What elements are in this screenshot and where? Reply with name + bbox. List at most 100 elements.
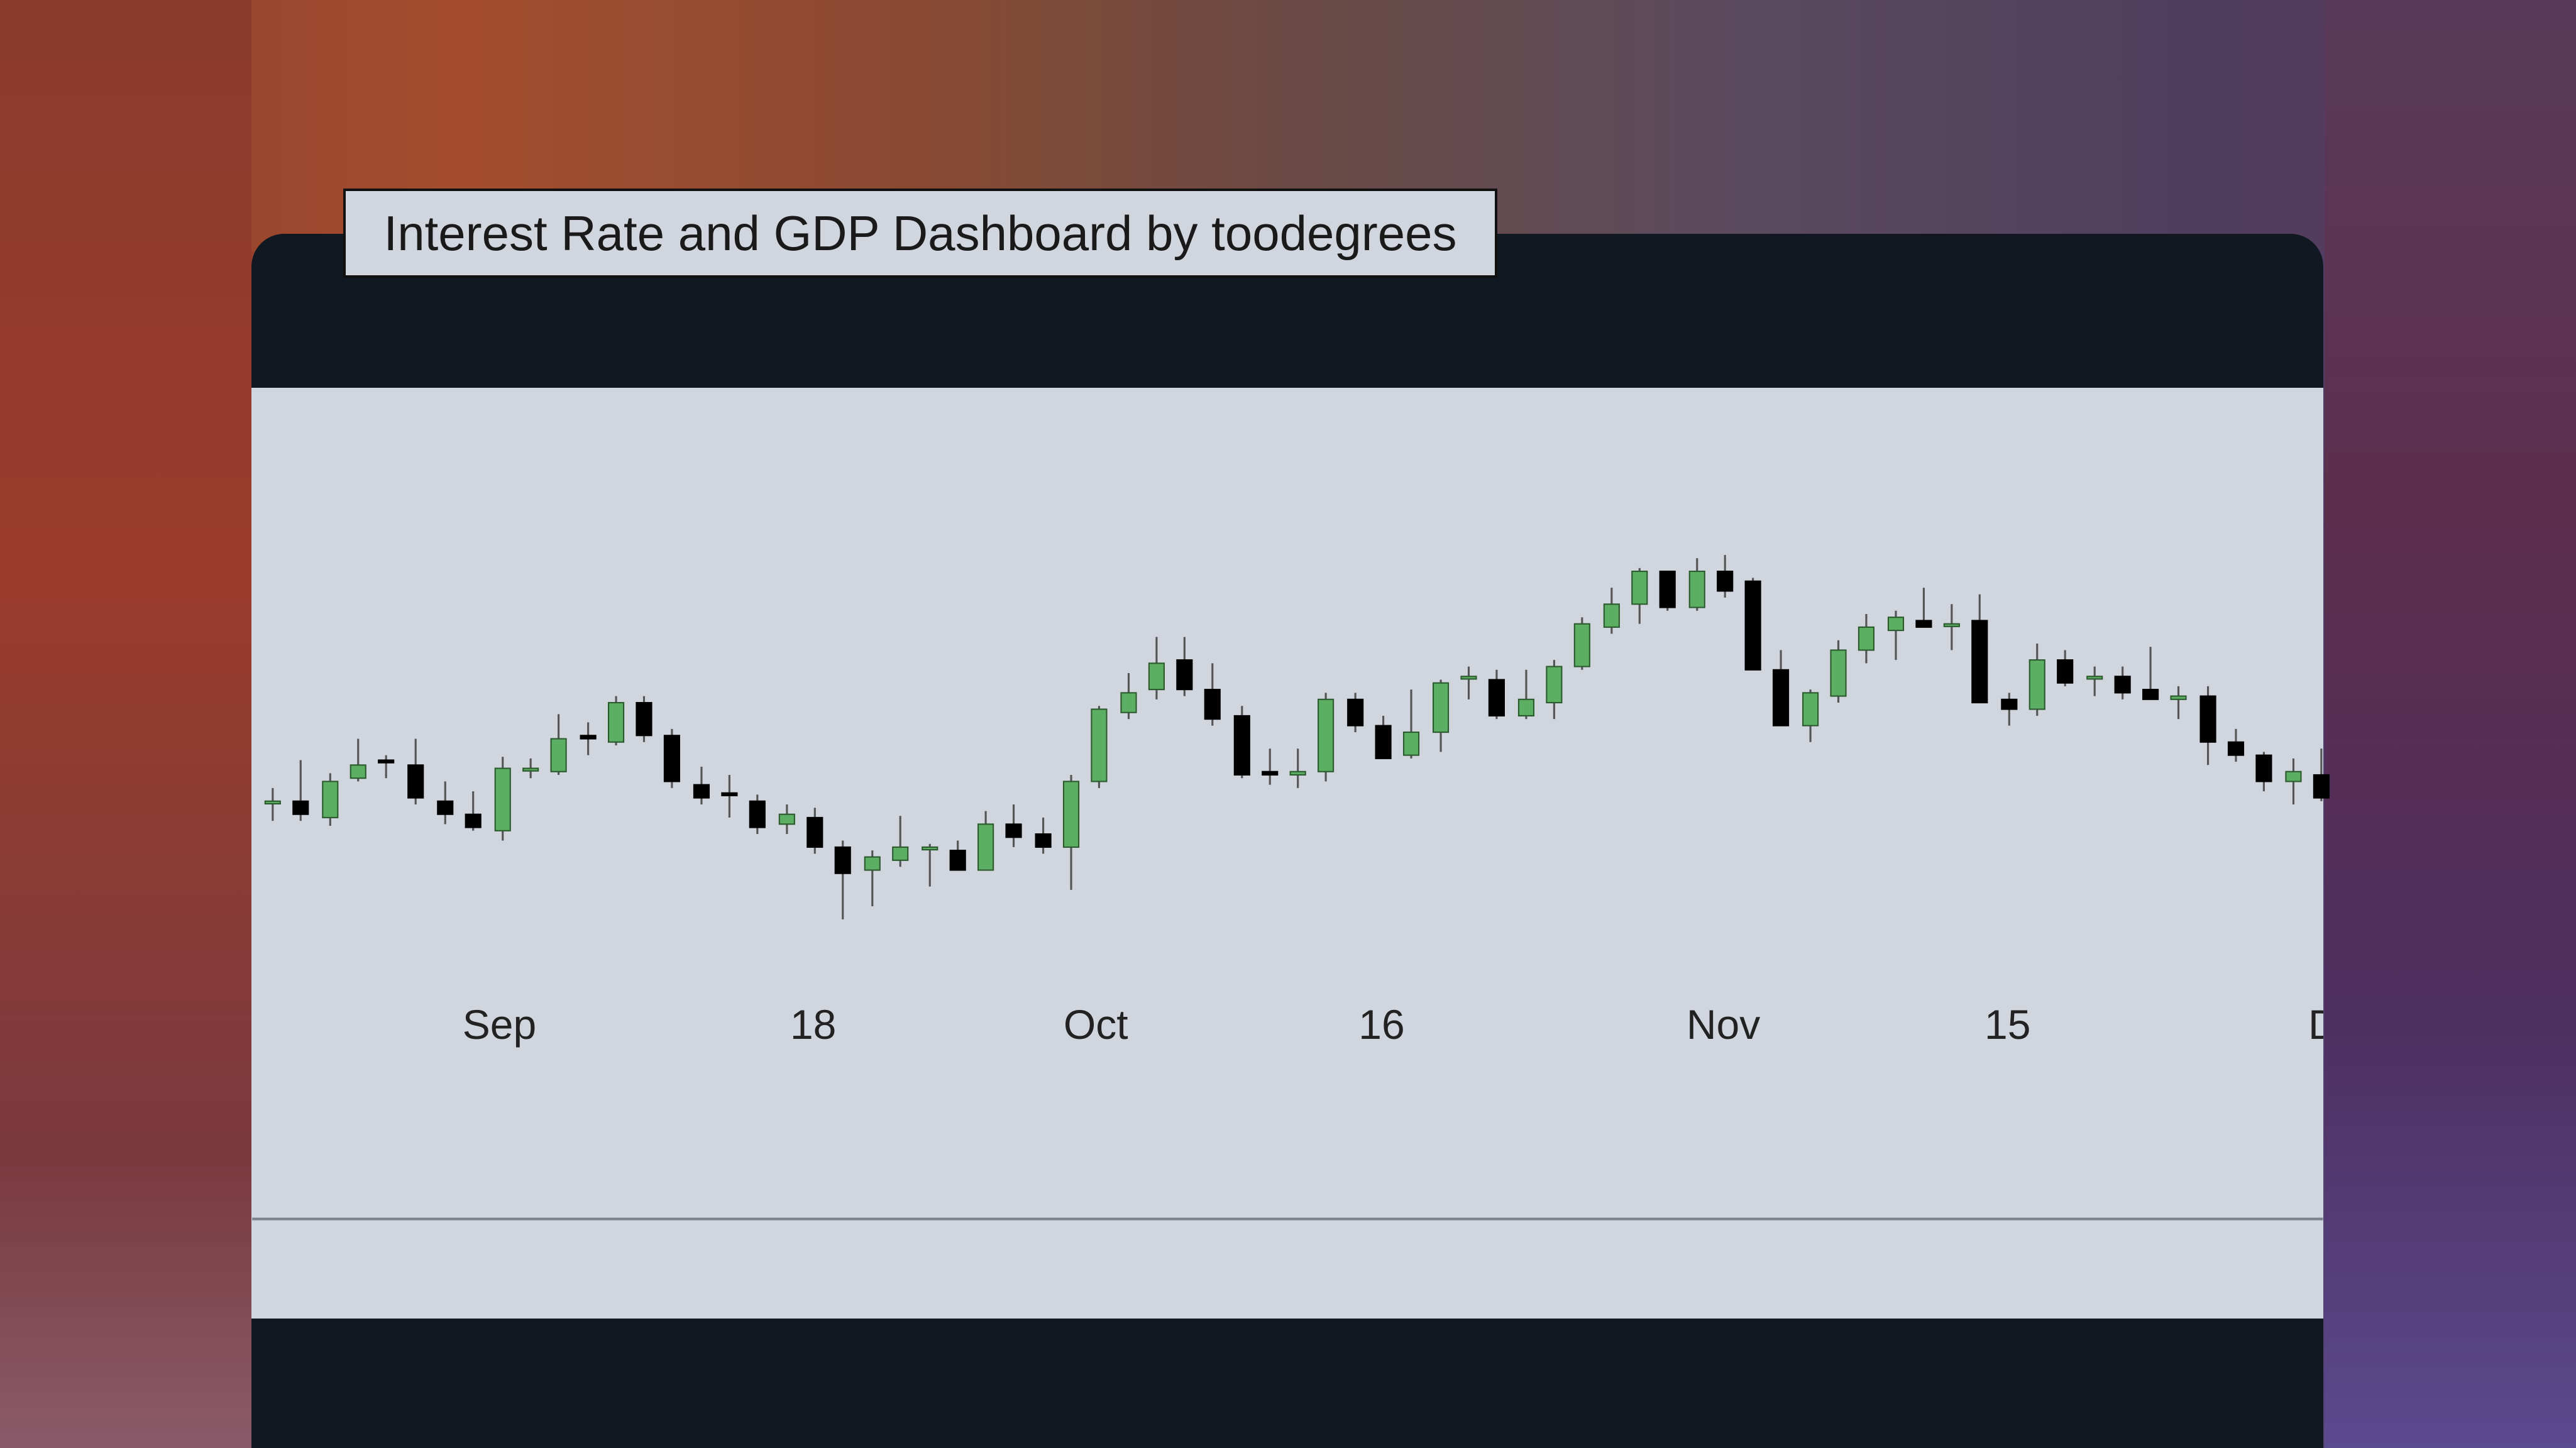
candle[interactable] [407,738,424,804]
candle[interactable] [2313,749,2330,801]
candle-body-up [608,701,625,743]
candle-body-up [1148,662,1165,691]
candle[interactable] [1772,650,1790,727]
candle[interactable] [1943,604,1960,650]
candle-body-down [1204,689,1221,720]
candle[interactable] [437,781,454,825]
candle[interactable] [494,757,511,841]
candle[interactable] [1062,774,1080,890]
candle[interactable] [834,840,851,919]
candle[interactable] [1347,693,1364,733]
candle[interactable] [1460,666,1477,699]
candle-body-up [2170,695,2187,700]
candles-group [264,554,2330,919]
candle[interactable] [663,728,680,788]
candle[interactable] [778,804,795,835]
candle-body-up [1887,617,1905,632]
candle[interactable] [1744,578,1761,671]
candle-body-down [806,816,823,848]
candle[interactable] [465,791,482,831]
candle[interactable] [2114,666,2131,699]
candle[interactable] [350,738,366,782]
candle[interactable] [2170,686,2187,720]
candle-body-down [1035,833,1052,848]
candle-body-up [1402,732,1420,756]
candle[interactable] [2285,758,2302,804]
candle[interactable] [1971,594,1988,704]
candle[interactable] [580,722,597,755]
candle[interactable] [1035,817,1052,854]
candle[interactable] [2057,650,2074,686]
candle[interactable] [1858,613,1875,664]
candle-body-down [2227,741,2245,756]
candle[interactable] [322,773,339,826]
x-tick-label: Oct [1063,1001,1128,1048]
candle[interactable] [264,787,281,821]
candle-body-down [949,850,966,871]
candle[interactable] [2142,647,2159,700]
candle[interactable] [892,816,909,867]
candle[interactable] [2086,666,2103,696]
candle[interactable] [1262,749,1279,785]
candle[interactable] [550,714,567,775]
candle-body-up [1517,698,1535,716]
candle[interactable] [378,755,395,779]
candle[interactable] [749,794,766,835]
candle[interactable] [1887,610,1905,661]
candle[interactable] [922,843,938,887]
candle[interactable] [1717,554,1734,598]
candle[interactable] [693,766,710,804]
candle-body-up [1802,692,1819,727]
candle-body-down [2001,698,2018,710]
candle-body-up [550,738,567,772]
chart-plot-area[interactable] [251,388,2323,1448]
candle[interactable] [1546,660,1563,720]
candle[interactable] [2001,693,2018,726]
candle-body-down [1262,771,1279,776]
candle[interactable] [1631,568,1648,624]
chart-title: Interest Rate and GDP Dashboard by toode… [343,189,1497,278]
candle[interactable] [1830,640,1847,703]
candle[interactable] [608,696,625,745]
candle[interactable] [1120,673,1137,720]
candle[interactable] [2227,728,2245,762]
candle[interactable] [1603,588,1620,634]
candle-body-down [721,792,738,796]
candle-body-up [1830,649,1847,697]
candle[interactable] [1402,689,1420,759]
candle[interactable] [1517,669,1535,720]
candle[interactable] [2028,643,2045,716]
candle[interactable] [1289,749,1306,788]
candle-body-down [2114,676,2131,694]
candle[interactable] [1915,588,1932,628]
candle[interactable] [721,774,738,818]
candle[interactable] [1204,663,1221,726]
candle[interactable] [1432,679,1450,752]
candle[interactable] [1091,706,1108,788]
candle[interactable] [522,758,539,779]
candle-body-up [1573,623,1590,667]
candle[interactable] [1233,706,1250,779]
candle-body-up [350,764,366,779]
candle[interactable] [1659,571,1676,611]
candle[interactable] [1318,693,1335,782]
candle[interactable] [864,850,881,906]
candle[interactable] [1688,558,1705,611]
candle[interactable] [1005,804,1022,847]
candle-body-up [864,856,881,871]
candle[interactable] [949,840,966,871]
candle[interactable] [2255,752,2272,792]
candle[interactable] [1802,689,1819,742]
candle[interactable] [1375,715,1392,759]
candle[interactable] [806,808,823,854]
candle[interactable] [1488,669,1505,720]
candle[interactable] [292,760,309,821]
candle[interactable] [1573,617,1590,670]
candle[interactable] [977,811,994,871]
candle[interactable] [1148,637,1165,699]
candle-body-down [2255,754,2272,782]
candle[interactable] [2199,686,2216,765]
candle[interactable] [636,696,652,742]
candle[interactable] [1176,637,1193,696]
